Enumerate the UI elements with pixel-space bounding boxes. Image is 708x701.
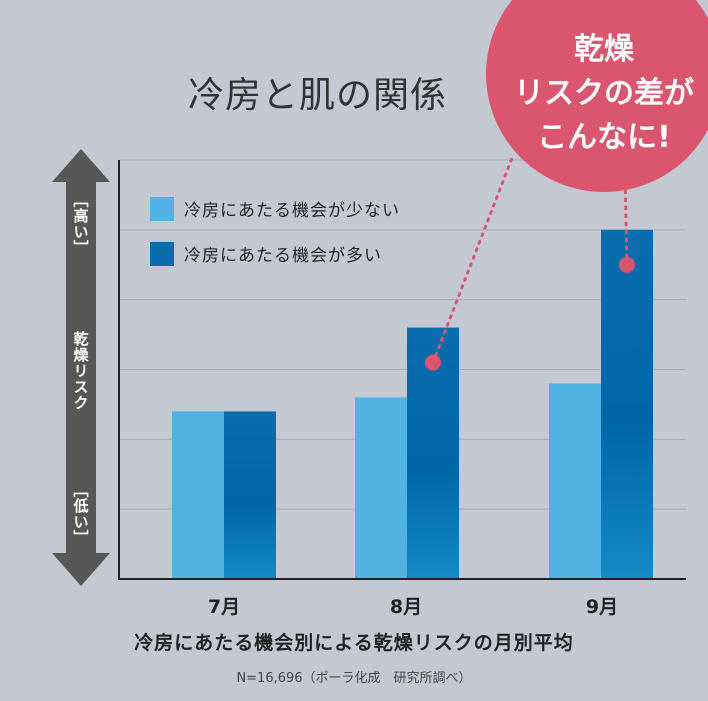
leader-line bbox=[623, 174, 629, 267]
legend-label-few: 冷房にあたる機会が少ない bbox=[184, 201, 400, 221]
legend-label-many: 冷房にあたる機会が多い bbox=[184, 246, 382, 266]
bar bbox=[549, 383, 601, 579]
bar bbox=[172, 411, 224, 579]
bar bbox=[355, 397, 407, 579]
bar bbox=[224, 411, 276, 579]
risk-arrow bbox=[52, 149, 110, 586]
source-note: N=16,696（ポーラ化成 研究所調べ） bbox=[236, 671, 472, 686]
x-tick-label: 9月 bbox=[585, 596, 619, 618]
x-tick-label: 7月 bbox=[207, 596, 241, 618]
callout-line: こんなに! bbox=[537, 120, 671, 155]
highlight-dot bbox=[619, 256, 635, 273]
bars bbox=[172, 229, 653, 580]
bar bbox=[601, 229, 653, 580]
highlight-dot bbox=[425, 354, 441, 371]
y-axis-low-label: ［低い］ bbox=[71, 482, 90, 546]
callout-line: リスクの差が bbox=[514, 76, 694, 111]
legend-item-few: 冷房にあたる機会が少ない bbox=[150, 196, 400, 221]
leader-line bbox=[431, 156, 514, 365]
y-axis-title: 乾燥リスク bbox=[71, 331, 90, 411]
legend-swatch-few bbox=[150, 196, 174, 221]
chart-subtitle: 冷房にあたる機会別による乾燥リスクの月別平均 bbox=[134, 632, 574, 654]
callout-bubble: 乾燥 リスクの差が こんなに! bbox=[486, 0, 708, 192]
legend-swatch-many bbox=[150, 241, 174, 266]
legend-item-many: 冷房にあたる機会が多い bbox=[150, 241, 382, 266]
callout-leaders bbox=[425, 156, 635, 371]
y-axis-high-label: ［高い］ bbox=[71, 192, 90, 256]
x-tick-label: 8月 bbox=[389, 596, 423, 618]
chart-title: 冷房と肌の関係 bbox=[188, 75, 448, 116]
callout-line: 乾燥 bbox=[574, 32, 634, 67]
